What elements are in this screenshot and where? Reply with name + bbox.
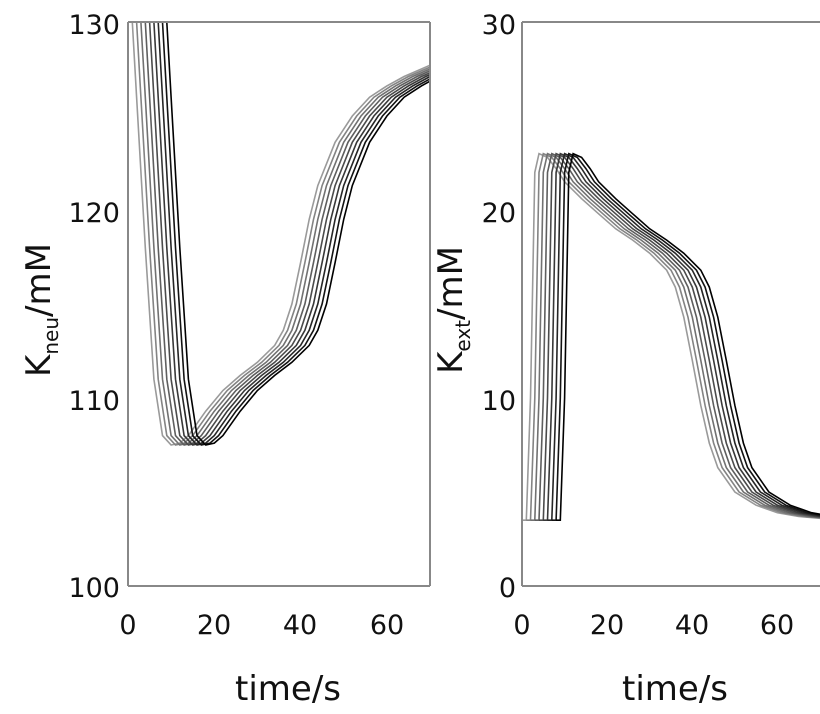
x-axis-label: time/s (235, 669, 341, 709)
series-line (158, 21, 431, 446)
y-axis-label: Kneu/mM (19, 243, 63, 377)
y-tick-label: 20 (482, 198, 516, 229)
y-axis-label: Kext/mM (431, 246, 475, 374)
svg-text:Kext/mM: Kext/mM (431, 246, 475, 374)
x-axis-label: time/s (622, 669, 728, 709)
x-tick-label: 20 (590, 610, 624, 641)
y-tick-label: 130 (68, 10, 120, 41)
series-line (136, 21, 431, 446)
plot-area-left (128, 21, 431, 446)
y-tick-label: 10 (482, 386, 516, 417)
series-line (547, 152, 820, 521)
series-line (534, 152, 820, 521)
x-tick-label: 60 (370, 610, 404, 641)
series-line (153, 21, 431, 446)
y-tick-label: 100 (68, 573, 120, 604)
series-line (149, 21, 431, 446)
series-line (145, 21, 431, 446)
x-tick-label: 0 (513, 610, 530, 641)
series-line (551, 152, 820, 521)
series-line (522, 152, 820, 521)
y-label-main: K (431, 350, 471, 374)
y-label-unit: /mM (19, 243, 59, 317)
plot-area-right (522, 152, 820, 521)
y-tick-label: 30 (482, 10, 516, 41)
y-label-main: K (19, 353, 59, 377)
y-tick-label: 110 (68, 386, 120, 417)
y-label-subscript: neu (39, 317, 63, 355)
series-line (526, 152, 820, 521)
x-tick-label: 60 (760, 610, 794, 641)
series-line (132, 21, 431, 446)
x-tick-label: 40 (675, 610, 709, 641)
series-line (128, 21, 431, 446)
x-tick-label: 20 (197, 610, 231, 641)
y-tick-label: 0 (499, 573, 516, 604)
series-line (162, 21, 431, 446)
y-tick-label: 120 (68, 198, 120, 229)
x-tick-label: 0 (119, 610, 136, 641)
series-line (530, 152, 820, 521)
y-label-unit: /mM (431, 246, 471, 320)
chart-extracellular-potassium: 30 20 10 0 0 20 40 60 time/s Kext/mM (431, 10, 820, 709)
y-label-subscript: ext (451, 320, 475, 352)
series-line (556, 152, 820, 521)
x-tick-label: 40 (283, 610, 317, 641)
series-line (543, 152, 820, 521)
chart-neuronal-potassium: 130 120 110 100 0 20 40 60 time/s Kneu/m… (19, 10, 431, 709)
series-line (539, 152, 820, 521)
svg-text:Kneu/mM: Kneu/mM (19, 243, 63, 377)
series-line (140, 21, 431, 446)
